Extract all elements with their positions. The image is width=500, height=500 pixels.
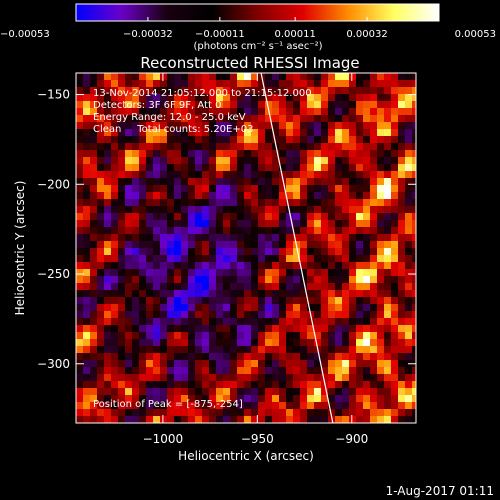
x-tick-label: −900 — [335, 432, 368, 446]
solar-limb-line — [260, 73, 334, 423]
y-tick-label: −250 — [37, 267, 70, 281]
plot-frame — [75, 72, 417, 424]
x-tick-label: −950 — [241, 432, 274, 446]
colorbar-tick-label: −0.00053 — [0, 29, 50, 40]
annotation-peak-position: Position of Peak = [-875,-254] — [93, 399, 243, 410]
annotation-energy-range: Energy Range: 12.0 - 25.0 keV — [93, 112, 246, 123]
y-axis-label: Heliocentric Y (arcsec) — [13, 181, 27, 316]
annotation-detectors: Detectors: 3F 6F 9F, Att 0 — [93, 100, 221, 111]
annotation-time-range: 13-Nov-2014 21:05:12.000 to 21:15:12.000 — [93, 88, 312, 99]
colorbar-units-label: (photons cm⁻² s⁻¹ asec⁻²) — [193, 41, 322, 52]
colorbar-tick-label: 0.00053 — [455, 29, 496, 40]
chart-title: Reconstructed RHESSI Image — [140, 54, 359, 72]
annotation-method: Clean Total counts: 5.20E+03 — [93, 124, 253, 135]
y-tick-label: −200 — [37, 177, 70, 191]
colorbar — [75, 3, 440, 22]
x-tick-label: −1000 — [143, 432, 184, 446]
colorbar-tick-label: 0.00032 — [346, 29, 387, 40]
colorbar-tick-label: −0.00032 — [123, 29, 173, 40]
footer-date: 1-Aug-2017 01:11 — [386, 484, 494, 498]
colorbar-tick-label: −0.00011 — [195, 29, 245, 40]
y-tick-label: −150 — [37, 88, 70, 102]
y-tick-label: −300 — [37, 357, 70, 371]
heatmap-image — [76, 73, 416, 423]
axis-ticks: −1000 −950 −900 −300 −250 −200 −150 — [37, 73, 416, 446]
colorbar-ticks: −0.00053 −0.00032 −0.00011 0.00011 0.00032 0.… — [0, 17, 496, 40]
x-axis-label: Heliocentric X (arcsec) — [178, 449, 314, 463]
colorbar-tick-label: 0.00011 — [274, 29, 315, 40]
